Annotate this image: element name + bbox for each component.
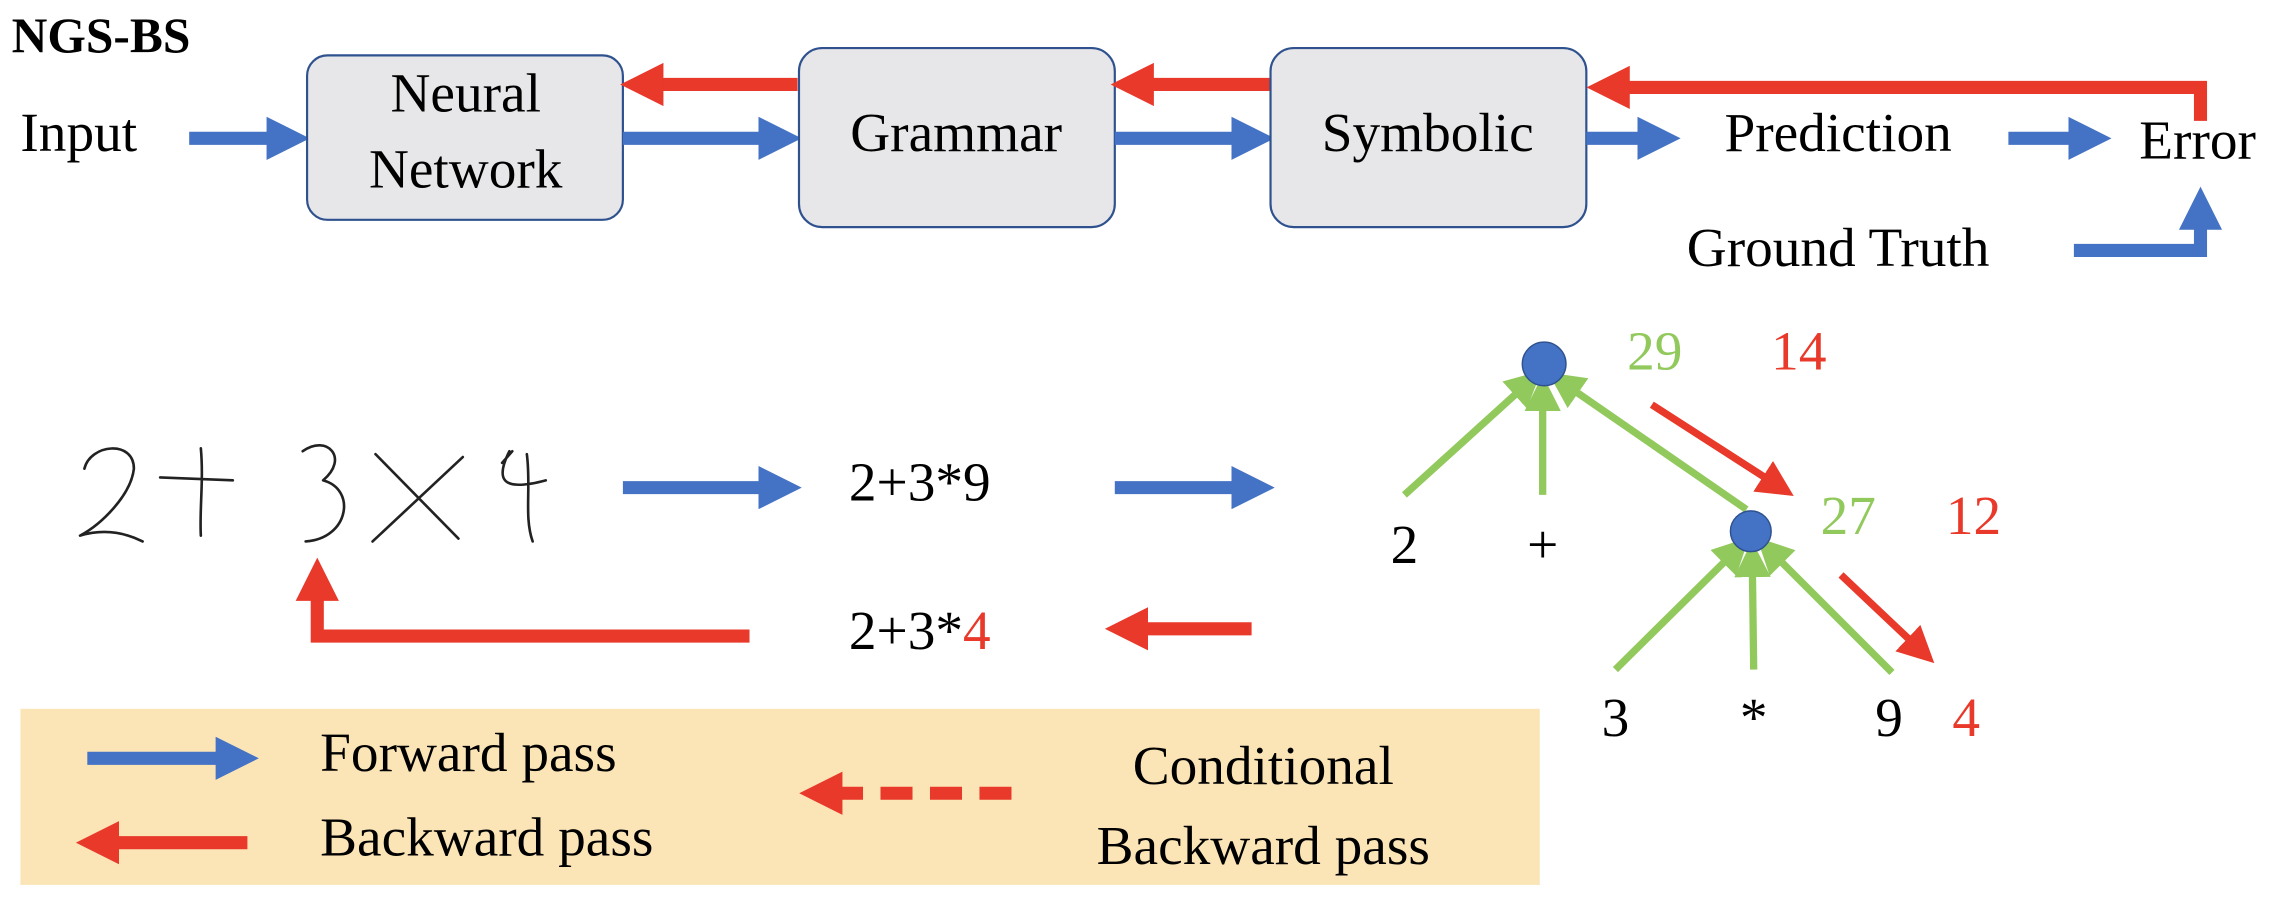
node-label: Symbolic <box>1322 102 1534 163</box>
leaf: * <box>1740 687 1768 748</box>
tree-edge <box>1401 370 1542 498</box>
node-label: Network <box>369 138 563 199</box>
tree-edge <box>1548 372 1749 513</box>
node-label: Neural <box>390 63 540 124</box>
expression-fix: 4 <box>963 600 991 661</box>
leaf-fix: 4 <box>1952 687 1980 748</box>
tree-edge <box>1734 540 1771 670</box>
legend-label: Conditional <box>1133 735 1394 796</box>
tree-edge <box>1756 537 1895 676</box>
tree-edge <box>1612 537 1750 673</box>
input-label: Input <box>20 102 137 163</box>
node-value: 27 <box>1821 485 1876 546</box>
legend-box <box>20 708 1540 885</box>
legend-label: Backward pass <box>1097 815 1430 876</box>
handwritten-input <box>78 444 548 543</box>
leaf: 3 <box>1602 687 1630 748</box>
node-backward-value: 12 <box>1946 485 2001 546</box>
backward-arrow <box>1586 65 2208 121</box>
corrected-expression: 2+3*4 <box>849 600 991 661</box>
leaf: + <box>1527 514 1558 575</box>
backward-edge <box>1649 401 1794 497</box>
forward-arrow <box>2073 186 2223 257</box>
ground-truth-label: Ground Truth <box>1687 217 1990 278</box>
node-backward-value: 14 <box>1771 320 1826 381</box>
leaf: 2 <box>1391 514 1419 575</box>
node-label: Grammar <box>850 102 1062 163</box>
node-value: 29 <box>1627 320 1682 381</box>
tree-node <box>1729 510 1772 553</box>
expression-prefix: 2+3* <box>849 600 963 661</box>
leaf: 9 <box>1875 687 1903 748</box>
prediction-label: Prediction <box>1724 102 1951 163</box>
predicted-expression: 2+3*9 <box>849 451 991 512</box>
backward-arrow <box>295 557 750 643</box>
legend-label: Backward pass <box>320 806 653 867</box>
legend-label: Forward pass <box>320 722 616 783</box>
tree-node <box>1521 341 1567 387</box>
title: NGS-BS <box>12 8 191 63</box>
backward-edge <box>1838 572 1935 664</box>
